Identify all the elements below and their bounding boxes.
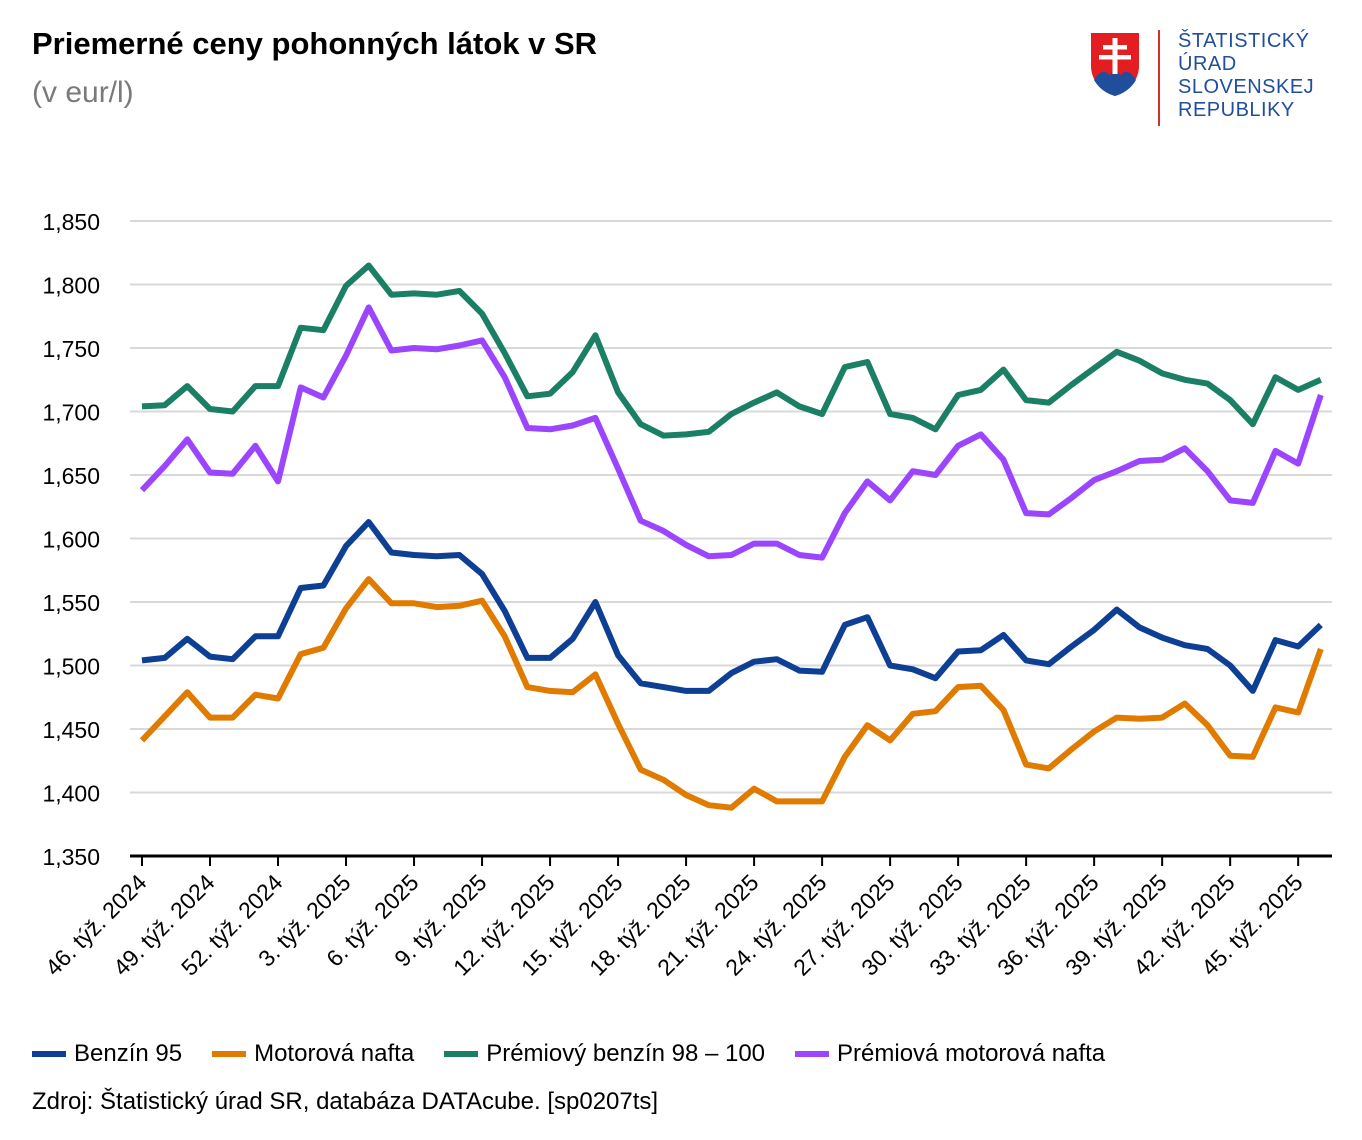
- legend-swatch: [444, 1051, 479, 1057]
- legend-item: Benzín 95: [32, 1040, 182, 1068]
- gridlines: [130, 220, 1332, 794]
- legend-item: Prémiový benzín 98 – 100: [444, 1040, 765, 1068]
- legend-item: Prémiová motorová nafta: [795, 1040, 1105, 1068]
- legend-swatch: [795, 1051, 830, 1057]
- y-tick-label: 1,700: [42, 400, 100, 426]
- chart-subtitle: (v eur/l): [32, 76, 134, 109]
- line-chart: 1,350 1,400 1,450 1,500 1,550 1,600 1,650 1,700…: [40, 209, 1332, 981]
- logo-line: REPUBLIKY: [1178, 99, 1295, 121]
- legend-label: Prémiový benzín 98 – 100: [486, 1040, 766, 1067]
- y-axis-ticks: 1,350 1,400 1,450 1,500 1,550 1,600 1,650 1,700…: [42, 209, 100, 870]
- logo-line: ÚRAD: [1178, 53, 1237, 75]
- legend-swatch: [32, 1051, 66, 1057]
- legend-item: Motorová nafta: [212, 1040, 414, 1068]
- y-tick-label: 1,400: [42, 781, 100, 807]
- legend: Benzín 95 Motorová nafta Prémiový benzín 9…: [32, 1040, 1135, 1068]
- y-tick-label: 1,600: [42, 527, 100, 553]
- logo-line: ŠTATISTICKÝ: [1178, 30, 1310, 52]
- series-line-benz-n-95: [141, 519, 1323, 694]
- y-tick-label: 1,650: [42, 463, 100, 489]
- source-note: Zdroj: Štatistický úrad SR, databáza DAT…: [32, 1088, 659, 1115]
- y-tick-label: 1,350: [42, 844, 100, 870]
- legend-label: Motorová nafta: [254, 1040, 415, 1067]
- y-tick-label: 1,550: [42, 590, 100, 616]
- slovak-coat-of-arms-icon: [1089, 31, 1141, 98]
- logo-divider: [1158, 30, 1160, 126]
- legend-label: Prémiová motorová nafta: [837, 1040, 1106, 1067]
- legend-swatch: [212, 1051, 247, 1057]
- logo-line: SLOVENSKEJ: [1178, 76, 1315, 98]
- y-tick-label: 1,450: [42, 717, 100, 743]
- series-line-motorov-nafta: [139, 576, 1324, 811]
- series-line-pr-miov-motorov-nafta: [139, 304, 1324, 561]
- y-tick-label: 1,750: [42, 336, 100, 362]
- y-tick-label: 1,850: [42, 209, 100, 235]
- series-line-pr-miov-benz-n-98-100: [141, 262, 1323, 439]
- series-lines: [139, 262, 1324, 811]
- chart-title: Priemerné ceny pohonných látok v SR: [32, 26, 598, 61]
- y-tick-label: 1,800: [42, 273, 100, 299]
- legend-label: Benzín 95: [74, 1040, 183, 1067]
- logo-text: ŠTATISTICKÝ ÚRAD SLOVENSKEJ REPUBLIKY: [1178, 30, 1314, 122]
- y-tick-label: 1,500: [42, 654, 100, 680]
